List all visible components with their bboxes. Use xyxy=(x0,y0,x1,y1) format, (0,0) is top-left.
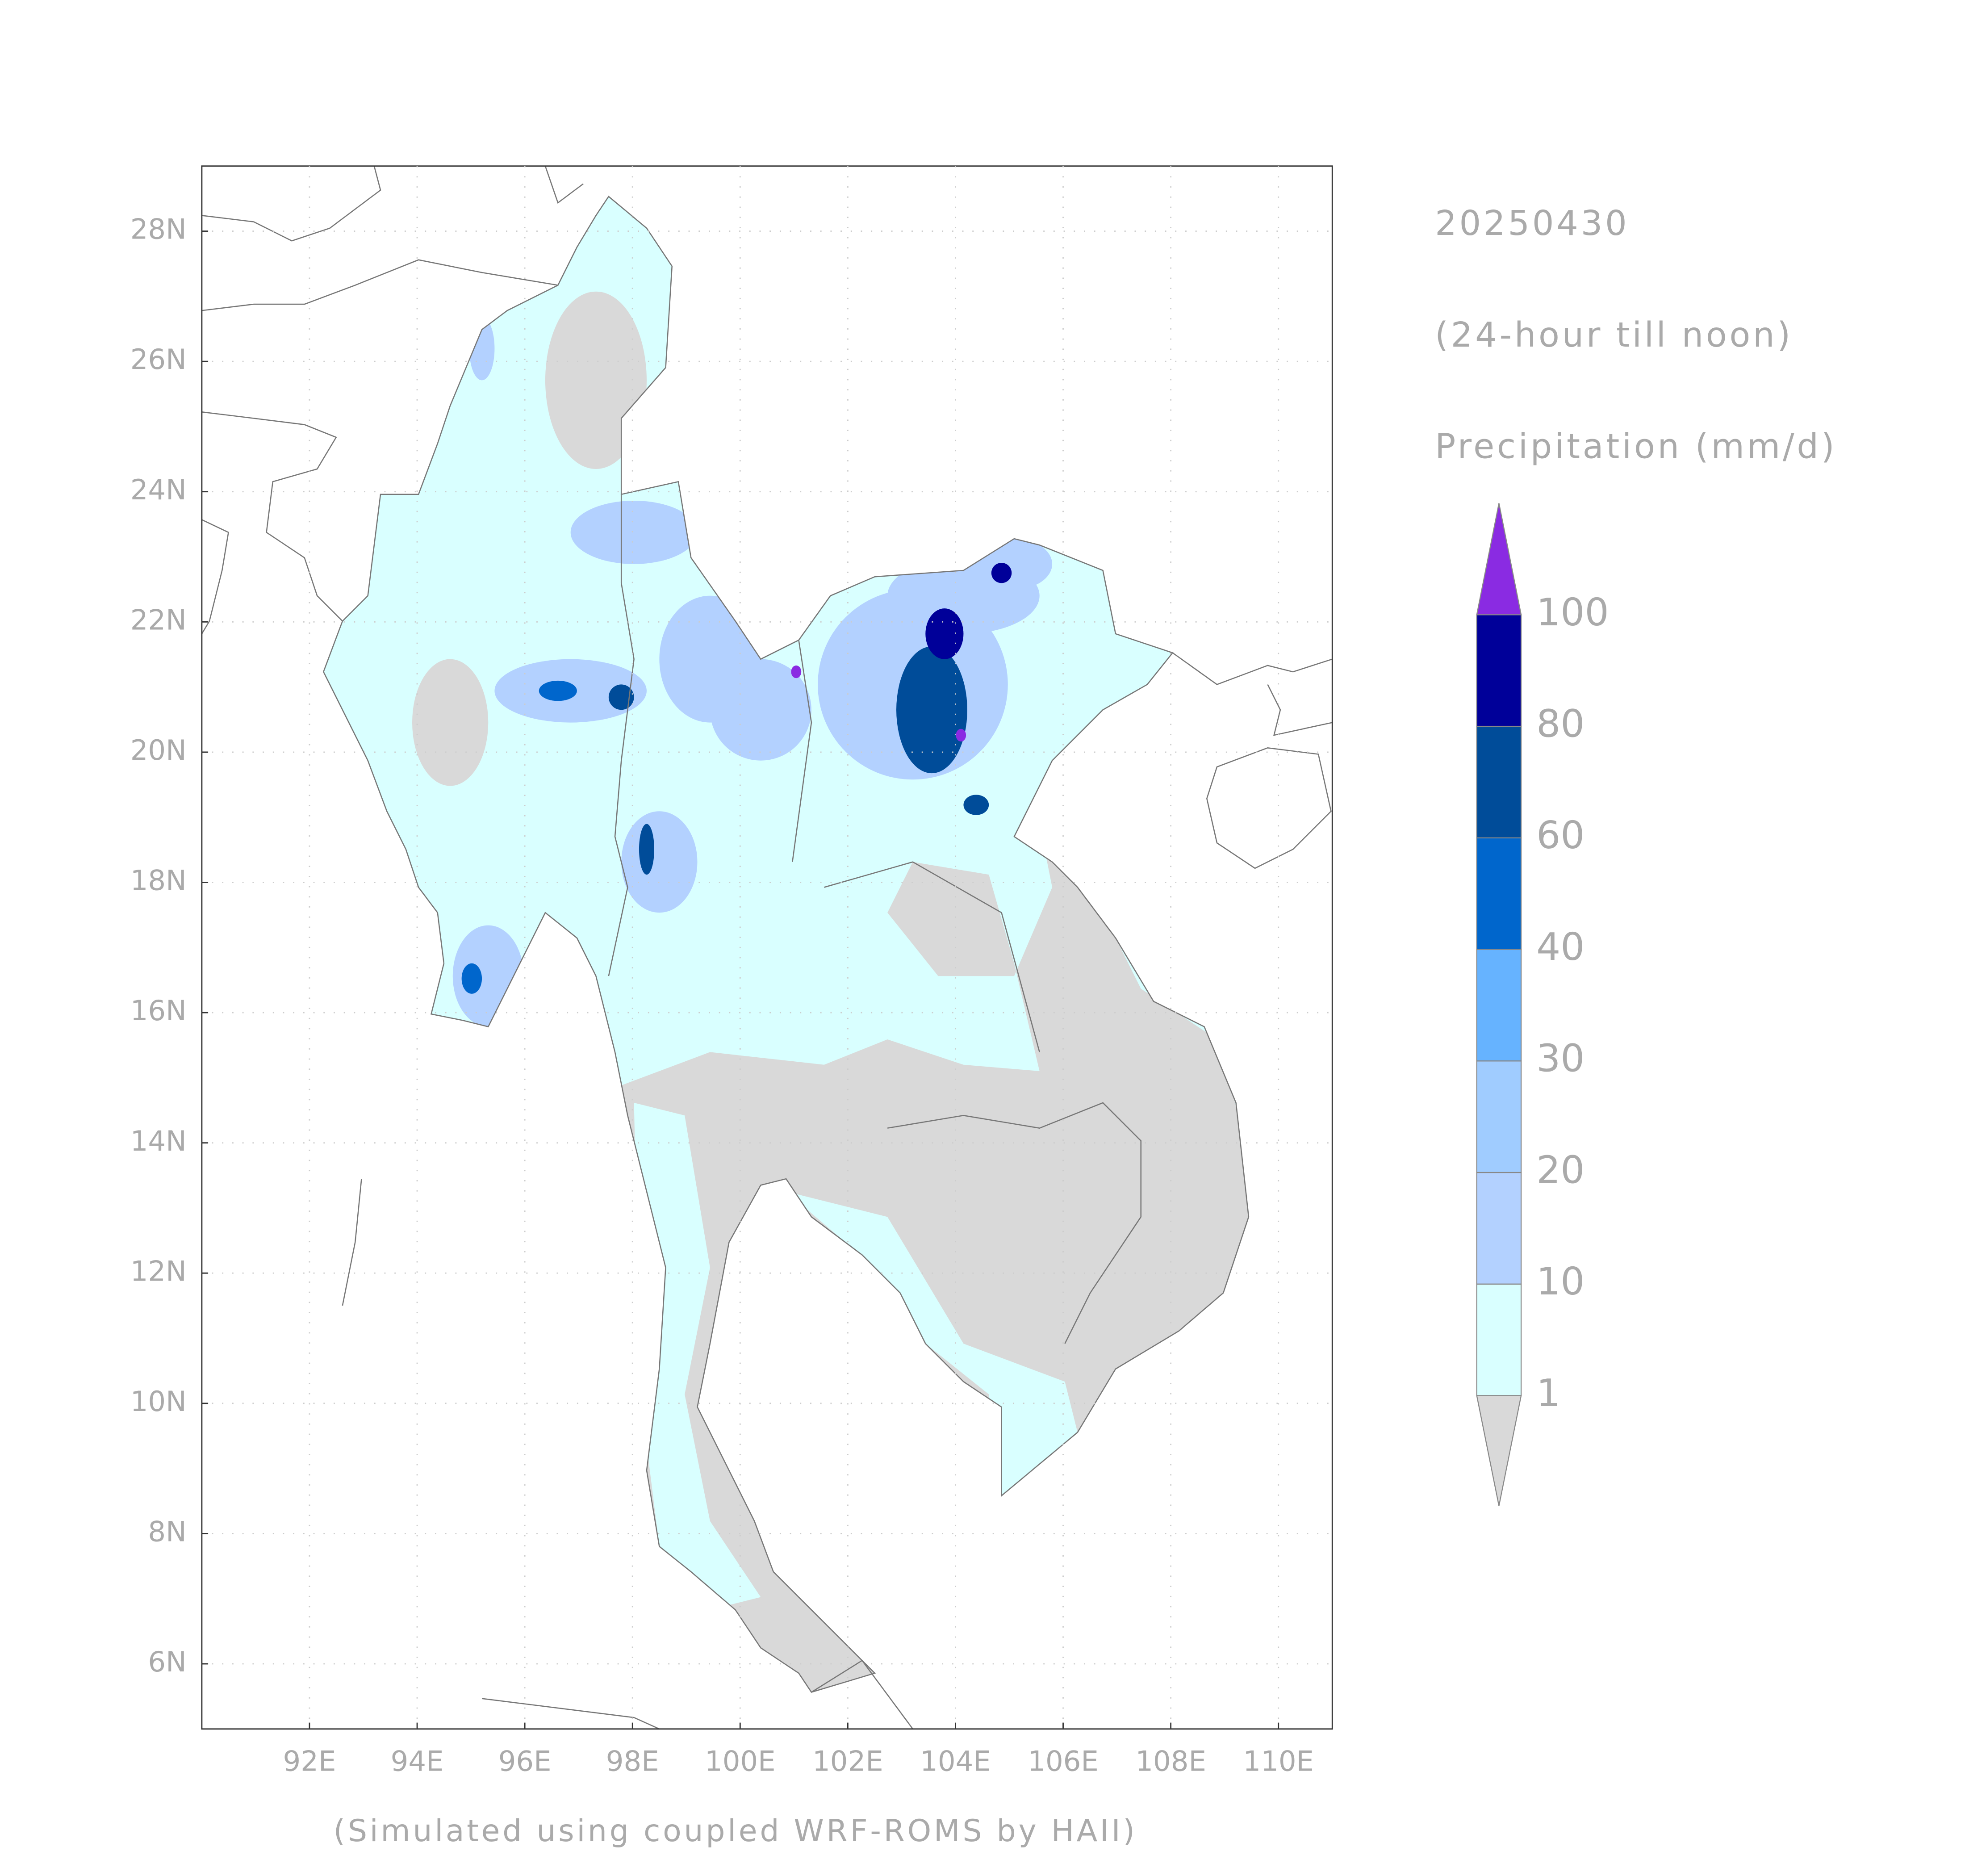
field-rain xyxy=(963,795,989,815)
y-tick-label: 6N xyxy=(148,1646,186,1678)
border xyxy=(201,259,558,311)
colorbar-tick-label: 20 xyxy=(1536,1148,1585,1192)
field-base xyxy=(323,196,1249,1692)
y-tick-label: 24N xyxy=(130,473,187,506)
x-tick-label: 92E xyxy=(283,1745,336,1778)
border xyxy=(201,166,381,242)
colorbar-tick-label: 10 xyxy=(1536,1260,1585,1304)
field-rain xyxy=(461,963,482,994)
coastline xyxy=(1172,652,1333,685)
colorbar-tick-label: 80 xyxy=(1536,702,1585,746)
island xyxy=(342,1179,362,1306)
field-rain xyxy=(896,646,967,774)
x-tick-label: 94E xyxy=(391,1745,444,1778)
colorbar-tick-label: 30 xyxy=(1536,1037,1585,1081)
field-rain xyxy=(710,659,811,761)
x-tick-label: 106E xyxy=(1028,1745,1099,1778)
y-tick-label: 10N xyxy=(130,1385,187,1418)
colorbar-tick-label: 1 xyxy=(1536,1371,1560,1415)
field-patch xyxy=(786,1191,1078,1496)
border xyxy=(811,1659,913,1729)
field-rain xyxy=(976,539,1053,590)
border xyxy=(544,166,584,204)
x-tick-label: 102E xyxy=(812,1745,883,1778)
outlines xyxy=(201,166,1333,1729)
field-dry xyxy=(412,659,489,786)
border xyxy=(608,494,635,976)
x-tick-label: 96E xyxy=(498,1745,552,1778)
colorbar-over xyxy=(1476,503,1522,616)
y-tick-label: 22N xyxy=(130,603,187,636)
border xyxy=(792,640,812,862)
y-tick-label: 16N xyxy=(130,994,187,1027)
colorbar-bin xyxy=(1476,1172,1522,1285)
coastline xyxy=(201,519,229,634)
colorbar-under xyxy=(1476,1395,1522,1506)
subtitle: (24-hour till noon) xyxy=(1435,315,1793,355)
field-rain xyxy=(621,811,698,913)
y-tick-label: 20N xyxy=(130,734,187,766)
island xyxy=(1206,747,1332,869)
colorbar-bin xyxy=(1476,614,1522,727)
title: 20250430 xyxy=(1435,204,1629,243)
field-dry xyxy=(545,291,647,469)
coastline xyxy=(1267,684,1333,736)
coastline xyxy=(322,195,1250,1693)
colorbar-bin xyxy=(1476,1283,1522,1396)
colorbar-bin xyxy=(1476,725,1522,838)
field-rain xyxy=(639,824,654,875)
colorbar-tick-label: 60 xyxy=(1536,813,1585,858)
frame xyxy=(201,165,1333,1730)
colorbar-bin xyxy=(1476,949,1522,1062)
coastline xyxy=(481,1698,660,1729)
y-tick-label: 8N xyxy=(148,1516,186,1548)
field-rain xyxy=(469,317,495,381)
field-rain xyxy=(791,665,802,678)
y-tick-label: 28N xyxy=(130,213,187,246)
field-rain xyxy=(539,680,577,701)
y-tick-label: 18N xyxy=(130,864,187,897)
border xyxy=(887,1102,1142,1344)
field-rain xyxy=(956,729,966,742)
x-tick-label: 98E xyxy=(606,1745,659,1778)
precipitation-field xyxy=(323,196,1249,1692)
colorbar-tick-label: 100 xyxy=(1536,590,1609,635)
field-rain xyxy=(991,563,1012,583)
y-tick-label: 26N xyxy=(130,343,187,376)
caption: (Simulated using coupled WRF-ROMS by HAI… xyxy=(334,1813,1137,1849)
colorbar-bin xyxy=(1476,1060,1522,1173)
field-rain xyxy=(608,684,634,710)
colorbar-tick-label: 40 xyxy=(1536,925,1585,969)
border xyxy=(201,411,343,622)
x-tick-label: 108E xyxy=(1135,1745,1206,1778)
x-tick-label: 100E xyxy=(705,1745,776,1778)
colorbar-label: Precipitation (mm/d) xyxy=(1435,427,1837,467)
field-rain xyxy=(925,608,964,659)
border xyxy=(824,861,1040,1052)
x-tick-label: 104E xyxy=(920,1745,991,1778)
y-tick-label: 12N xyxy=(130,1255,187,1287)
y-tick-label: 14N xyxy=(130,1125,187,1157)
x-tick-label: 110E xyxy=(1243,1745,1314,1778)
field-patch xyxy=(634,1102,761,1610)
field-rain xyxy=(570,500,698,564)
colorbar-bin xyxy=(1476,837,1522,950)
